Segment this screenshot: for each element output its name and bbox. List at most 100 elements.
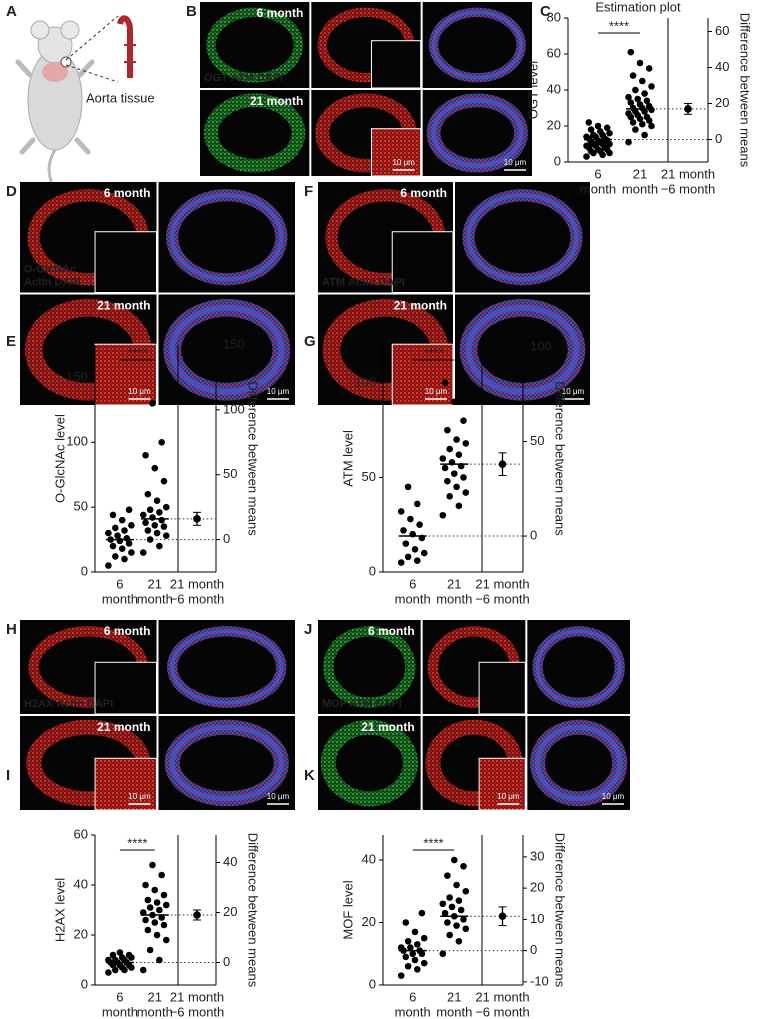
data-point <box>414 966 421 973</box>
inset <box>478 757 526 811</box>
difference-point <box>193 515 201 523</box>
tissue-ring <box>431 97 524 169</box>
data-point <box>151 919 159 926</box>
data-point <box>142 916 149 924</box>
x-tick-label: month <box>622 181 658 196</box>
y2-tick-label: 30 <box>530 848 544 863</box>
data-point <box>462 925 470 933</box>
significance-label: **** <box>127 835 147 850</box>
y2-tick-label: 40 <box>223 854 237 869</box>
tissue-ring <box>535 629 622 705</box>
x-tick-label: month <box>137 1004 173 1019</box>
data-point <box>441 379 449 387</box>
chart-title: Estimation plot <box>595 0 681 14</box>
tissue-ring <box>431 10 523 80</box>
data-point <box>411 956 419 964</box>
x-tick-label: −6 month <box>475 1004 530 1019</box>
tissue-ring <box>206 7 304 83</box>
x-tick-label: 6 <box>409 989 416 1004</box>
tissue-ring <box>534 724 623 802</box>
stain-label: ATM <box>322 276 345 288</box>
data-point <box>160 891 168 899</box>
scale-bar-label: 10 μm <box>267 387 290 396</box>
y-tick-label: 60 <box>74 826 88 841</box>
data-point <box>125 540 133 547</box>
data-point <box>448 903 456 911</box>
stain-label: Actin <box>24 276 52 288</box>
data-point <box>402 540 410 547</box>
y-axis-label: MOF level <box>340 880 355 939</box>
significance-label: **** <box>423 345 443 360</box>
y-tick-label: 150 <box>66 369 88 384</box>
data-point <box>158 516 165 524</box>
y2-tick-label: 40 <box>715 59 729 74</box>
data-point <box>407 944 414 951</box>
data-point <box>156 956 163 964</box>
significance-label: **** <box>423 835 443 850</box>
inset <box>370 40 422 89</box>
x-tick-label: −6 month <box>661 181 716 196</box>
data-point <box>109 511 117 519</box>
data-point <box>153 931 161 939</box>
data-point <box>397 508 405 515</box>
data-point <box>144 926 152 934</box>
data-point <box>151 522 159 529</box>
data-point <box>414 941 421 948</box>
y2-tick-label: 0 <box>530 942 537 957</box>
data-point <box>645 65 653 72</box>
data-point <box>411 546 419 553</box>
data-point <box>414 500 421 508</box>
row-label: 6 month <box>368 624 415 638</box>
x-tick-label: −6 month <box>170 1004 225 1019</box>
data-point <box>144 527 152 534</box>
y-tick-label: 0 <box>81 976 88 991</box>
row-label: 21 month <box>97 299 150 313</box>
data-point <box>156 509 163 516</box>
data-point <box>639 120 646 128</box>
panel-label: I <box>6 767 10 784</box>
data-point <box>453 436 460 443</box>
y2-tick-label: 20 <box>223 904 237 919</box>
data-point <box>409 950 417 958</box>
data-point <box>156 542 163 550</box>
panel-label: F <box>304 183 313 200</box>
data-point <box>455 937 463 945</box>
data-point <box>121 555 128 563</box>
data-point <box>411 928 419 936</box>
stain-label: Actin <box>56 698 84 710</box>
x-tick-label: −6 month <box>475 591 530 606</box>
data-point <box>146 536 154 543</box>
data-point <box>160 921 168 929</box>
data-point <box>416 521 423 529</box>
data-point <box>146 946 154 954</box>
y2-tick-label: 20 <box>715 95 729 110</box>
x-tick-label: 21 month <box>475 576 529 591</box>
data-point <box>116 949 124 956</box>
y2-tick-label: 0 <box>715 131 722 146</box>
data-point <box>149 400 156 407</box>
data-point <box>634 95 641 103</box>
scale-bar-label: 10 μm <box>128 792 151 801</box>
data-point <box>123 534 131 542</box>
data-point <box>457 906 465 914</box>
y-tick-label: 20 <box>547 117 561 132</box>
data-point <box>446 894 453 901</box>
row-label: 21 month <box>394 299 447 313</box>
data-point <box>418 909 426 917</box>
data-point <box>407 515 414 523</box>
data-point <box>158 871 165 879</box>
y2-tick-label: 0 <box>530 527 537 542</box>
data-point <box>606 129 613 137</box>
data-point <box>105 956 112 964</box>
data-point <box>639 77 646 85</box>
data-point <box>453 922 460 929</box>
data-point <box>151 886 159 894</box>
data-point <box>142 519 149 527</box>
y-tick-label: 100 <box>354 374 376 389</box>
data-point <box>641 131 648 139</box>
data-point <box>603 124 611 132</box>
data-point <box>450 398 458 406</box>
y2-tick-label: 100 <box>223 401 245 416</box>
data-point <box>153 899 161 906</box>
data-point <box>142 881 149 889</box>
